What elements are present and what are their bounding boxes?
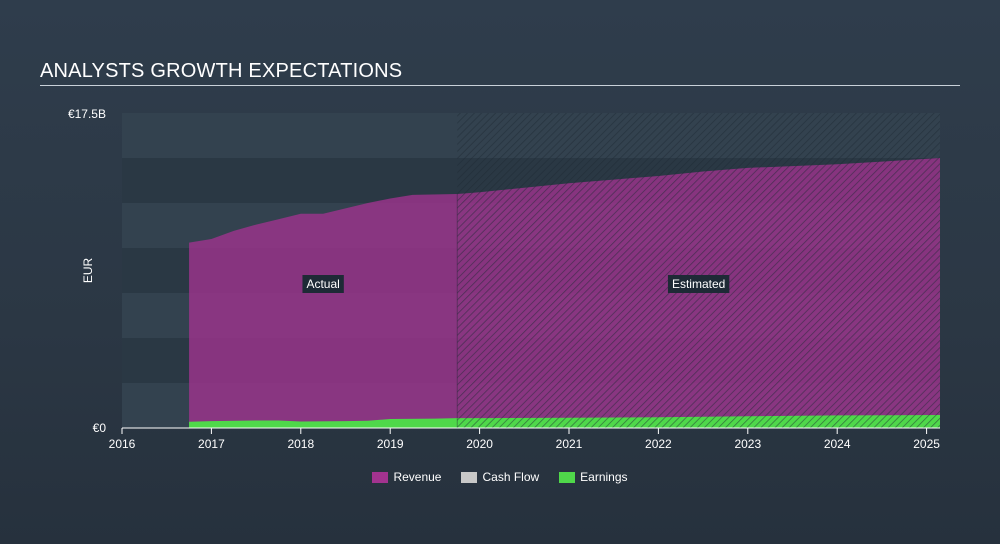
chart-title: ANALYSTS GROWTH EXPECTATIONS <box>40 60 403 82</box>
legend-label-revenue: Revenue <box>393 470 442 484</box>
legend-item-earnings[interactable]: Earnings <box>559 470 628 484</box>
x-tick-label: 2016 <box>109 437 136 451</box>
legend-item-cash-flow[interactable]: Cash Flow <box>461 470 539 484</box>
actual-label-text: Actual <box>306 277 339 291</box>
x-tick-label: 2025 <box>913 437 940 451</box>
x-tick-label: 2018 <box>287 437 314 451</box>
estimated-label-text: Estimated <box>672 277 725 291</box>
x-tick-label: 2020 <box>466 437 493 451</box>
x-tick-label: 2024 <box>824 437 851 451</box>
x-tick-label: 2023 <box>734 437 761 451</box>
x-tick-label: 2017 <box>198 437 225 451</box>
estimated-hatch-overlay <box>457 113 940 428</box>
legend-swatch-earnings <box>559 471 576 483</box>
title-divider <box>40 85 960 86</box>
chart-legend: Revenue Cash Flow Earnings <box>0 470 1000 484</box>
legend-swatch-revenue <box>372 471 389 483</box>
x-tick-label: 2019 <box>377 437 404 451</box>
legend-label-cash-flow: Cash Flow <box>482 470 540 484</box>
actual-region-label: Actual <box>302 275 344 293</box>
x-tick-label: 2021 <box>556 437 583 451</box>
y-axis-label: EUR <box>81 258 95 284</box>
legend-swatch-cash-flow <box>461 471 478 483</box>
y-tick-label-bottom: €0 <box>93 421 107 435</box>
estimated-region-label: Estimated <box>667 275 730 293</box>
legend-label-earnings: Earnings <box>580 470 628 484</box>
y-tick-label-top: €17.5B <box>68 107 106 121</box>
legend-item-revenue[interactable]: Revenue <box>372 470 441 484</box>
x-tick-label: 2022 <box>645 437 672 451</box>
